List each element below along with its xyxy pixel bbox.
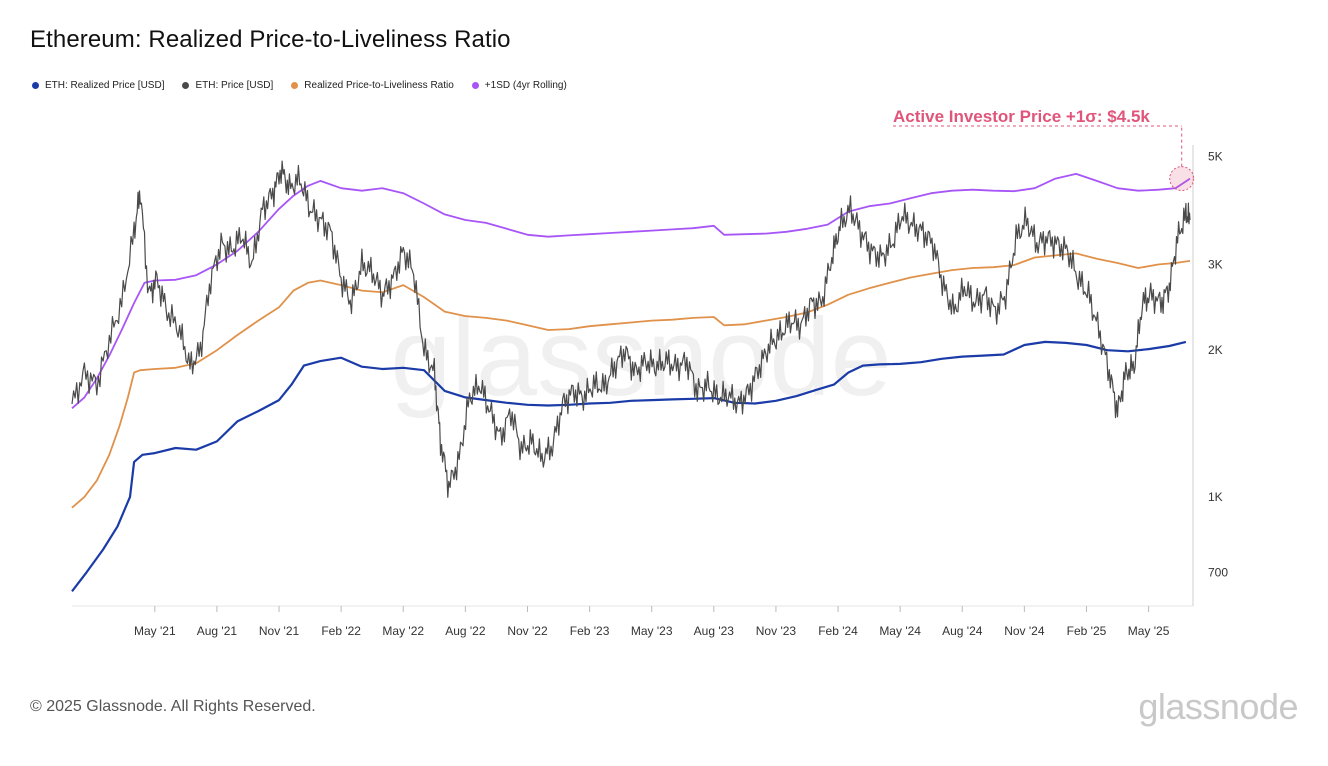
annotation-marker: [1169, 166, 1195, 192]
copyright-text: © 2025 Glassnode. All Rights Reserved.: [30, 698, 316, 715]
x-tick-label: May '21: [134, 624, 176, 638]
x-tick-label: Aug '21: [197, 624, 238, 638]
x-tick-label: Aug '23: [694, 624, 735, 638]
x-tick-label: May '24: [879, 624, 921, 638]
y-tick-label: 2K: [1208, 343, 1223, 357]
chart-legend: ETH: Realized Price [USD] ETH: Price [US…: [32, 80, 567, 91]
x-tick-label: Feb '23: [570, 624, 610, 638]
x-tick-label: May '25: [1128, 624, 1170, 638]
series-line-2: [71, 252, 1191, 509]
legend-label: ETH: Realized Price [USD]: [45, 80, 165, 91]
series-line-1: [71, 160, 1191, 498]
legend-swatch: [182, 82, 190, 89]
x-tick-label: Aug '22: [445, 624, 486, 638]
legend-swatch: [291, 82, 299, 89]
x-tick-label: Nov '21: [259, 624, 300, 638]
legend-label: ETH: Price [USD]: [195, 80, 274, 91]
y-tick-label: 3K: [1208, 257, 1223, 271]
x-tick-label: May '22: [382, 624, 424, 638]
x-tick-label: Nov '24: [1004, 624, 1045, 638]
legend-label: Realized Price-to-Liveliness Ratio: [304, 80, 454, 91]
brand-logo: glassnode: [1138, 686, 1298, 727]
x-tick-label: Feb '25: [1067, 624, 1107, 638]
legend-label: +1SD (4yr Rolling): [484, 80, 567, 91]
legend-swatch: [32, 82, 39, 89]
x-tick-label: Nov '22: [507, 624, 548, 638]
chart-title: Ethereum: Realized Price-to-Liveliness R…: [30, 26, 511, 53]
y-tick-label: 5K: [1208, 149, 1223, 163]
legend-swatch: [471, 82, 479, 89]
x-tick-label: Nov '23: [756, 624, 797, 638]
x-tick-label: May '23: [631, 624, 673, 638]
legend-item-liveliness-ratio[interactable]: Realized Price-to-Liveliness Ratio: [291, 80, 454, 91]
legend-item-plus-1sd[interactable]: +1SD (4yr Rolling): [471, 80, 567, 91]
y-tick-label: 700: [1208, 565, 1228, 579]
x-tick-label: Feb '24: [818, 624, 858, 638]
y-tick-label: 1K: [1208, 490, 1223, 504]
x-tick-label: Aug '24: [942, 624, 983, 638]
legend-item-realized-price[interactable]: ETH: Realized Price [USD]: [32, 80, 164, 91]
annotation-label: Active Investor Price +1σ: $4.5k: [893, 107, 1150, 126]
series-line-0: [71, 340, 1187, 592]
legend-item-price[interactable]: ETH: Price [USD]: [182, 80, 273, 91]
x-tick-label: Feb '22: [321, 624, 361, 638]
